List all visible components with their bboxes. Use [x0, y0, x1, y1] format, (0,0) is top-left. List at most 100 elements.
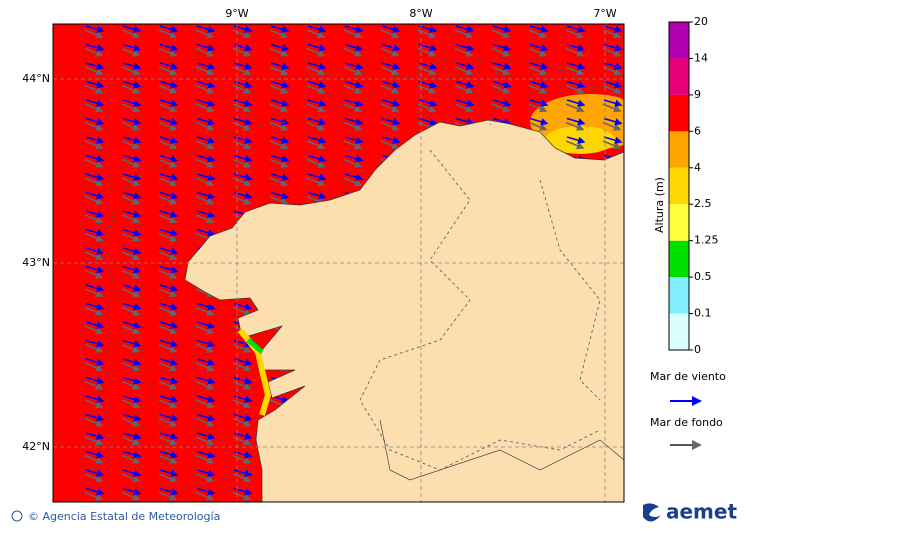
swell-arrow [121, 47, 141, 57]
wind-arrow [270, 43, 290, 52]
swell-arrow [343, 121, 363, 131]
lat-label: 43°N [22, 256, 50, 269]
colorbar-bin [669, 167, 689, 205]
swell-arrow [343, 84, 363, 94]
swell-arrow [195, 417, 215, 427]
wind-arrow [270, 62, 290, 70]
wind-arrow [85, 376, 105, 385]
wind-arrow [196, 62, 216, 70]
border [489, 59, 501, 126]
swell-arrow [269, 140, 289, 150]
wind-arrow [307, 25, 327, 33]
swell-arrow [84, 417, 104, 427]
swell-arrow [269, 66, 289, 76]
colorbar-tick-label: 0.1 [694, 307, 712, 320]
swell-arrow [158, 214, 178, 224]
wind-arrow [85, 228, 105, 237]
swell-arrow [84, 158, 104, 168]
swell-arrow [121, 454, 141, 464]
wind-arrow [196, 432, 216, 440]
wind-arrow [455, 117, 475, 126]
wind-arrow [270, 173, 290, 181]
wind-arrow [344, 117, 364, 126]
swell-arrow [602, 47, 622, 57]
swell-arrow [121, 177, 141, 187]
colorbar: 0 0.1 0.5 1.25 2.5 4 6 9 14 20 [668, 15, 719, 356]
swell-arrow [306, 29, 326, 39]
swell-arrow [158, 269, 178, 279]
swell-arrow [195, 380, 215, 390]
swell-arrow [84, 454, 104, 464]
swell-arrow [84, 380, 104, 390]
wind-arrow [159, 99, 179, 107]
wind-arrow [122, 247, 142, 255]
swell-arrow [158, 103, 178, 113]
wind-arrow [492, 99, 512, 107]
wind-arrow [122, 487, 142, 496]
swell-arrow [158, 306, 178, 316]
swell-arrow [121, 288, 141, 298]
wind-arrow [122, 302, 142, 311]
wind-arrow [196, 469, 216, 477]
swell-arrow [565, 29, 585, 39]
wind-arrow [85, 43, 105, 52]
swell-arrow [232, 158, 252, 168]
swell-arrow [269, 121, 289, 131]
swell-arrow [121, 84, 141, 94]
swell-arrow [84, 343, 104, 353]
wind-arrow [418, 25, 438, 33]
wind-arrow [85, 284, 105, 292]
swell-arrow [380, 66, 400, 76]
wind-arrow [159, 339, 179, 348]
swell-arrow [121, 491, 141, 501]
wind-arrow [159, 43, 179, 52]
wind-arrow [159, 469, 179, 477]
swell-arrow [121, 251, 141, 261]
swell-arrow [84, 269, 104, 279]
swell-arrow [380, 84, 400, 94]
swell-arrow [121, 269, 141, 279]
swell-arrow [195, 140, 215, 150]
wind-arrow [233, 154, 253, 163]
border [359, 149, 601, 471]
wind-arrow [307, 136, 327, 144]
swell-arrow [232, 491, 252, 501]
wind-arrow [159, 432, 179, 440]
wind-arrow [85, 247, 105, 255]
wind-arrow [603, 136, 623, 144]
wind-arrow [159, 117, 179, 126]
wind-arrow [529, 80, 549, 89]
swell-arrow [121, 195, 141, 205]
wind-arrow [159, 413, 179, 422]
swell-arrow [232, 362, 252, 372]
swell-arrow [454, 66, 474, 76]
wind-arrow [159, 302, 179, 311]
swell-arrow [380, 29, 400, 39]
swell-arrow [232, 66, 252, 76]
wind-arrow [159, 25, 179, 33]
swell-arrow [232, 47, 252, 57]
wind-arrow [85, 302, 105, 311]
lat-label: 42°N [22, 440, 50, 453]
swell-arrow [417, 84, 437, 94]
swell-arrow [232, 103, 252, 113]
coastal-waves [246, 338, 264, 354]
swell-arrow [565, 47, 585, 57]
swell-arrow [454, 29, 474, 39]
swell-arrow [121, 306, 141, 316]
swell-arrow [195, 195, 215, 205]
wind-arrow [344, 25, 364, 33]
colorbar-tick-label: 6 [694, 124, 701, 137]
swell-arrow [84, 29, 104, 39]
swell-arrow [195, 343, 215, 353]
wind-arrow [196, 117, 216, 126]
credit-icon [11, 510, 23, 522]
swell-arrow [195, 362, 215, 372]
wind-arrow [122, 265, 142, 274]
wind-arrow [85, 339, 105, 348]
lat-label: 44°N [22, 72, 50, 85]
swell-arrow [454, 103, 474, 113]
wind-arrow [85, 154, 105, 163]
swell-arrow [565, 103, 585, 113]
